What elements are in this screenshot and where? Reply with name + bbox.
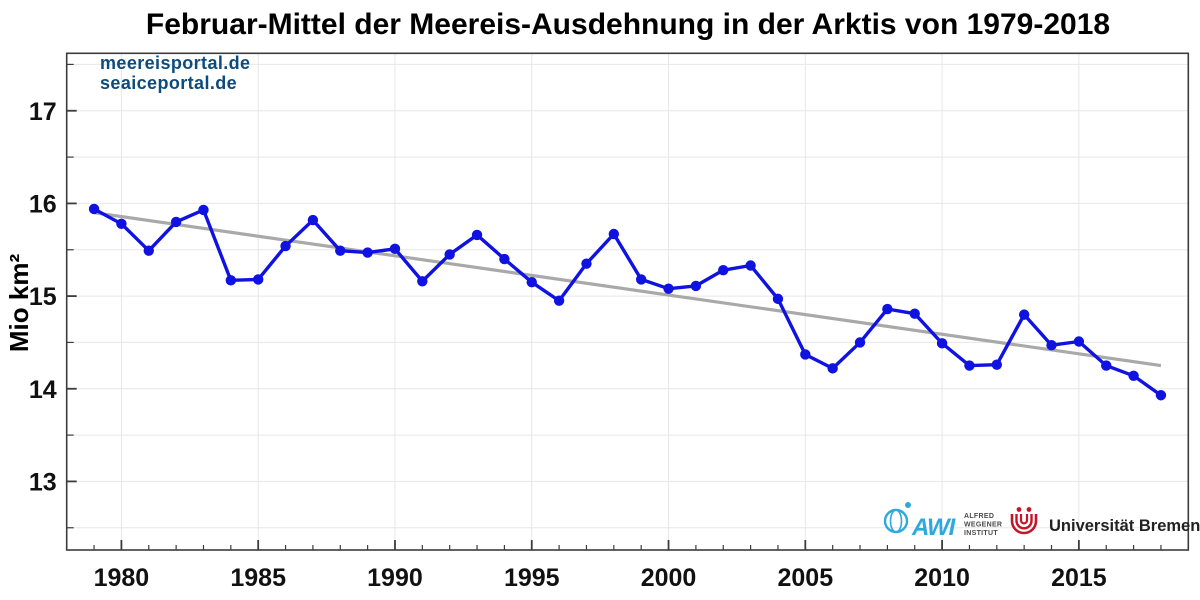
data-point (170, 216, 182, 228)
data-point (936, 338, 948, 349)
awi-wordmark: AWI (911, 514, 957, 541)
data-point (635, 274, 647, 285)
x-tick-label: 1980 (94, 564, 150, 592)
data-point (854, 337, 866, 348)
data-point (499, 253, 510, 265)
x-tick-label: 1985 (230, 564, 286, 592)
data-point (1155, 390, 1167, 401)
data-point (526, 276, 537, 288)
data-point (444, 249, 455, 260)
data-point (690, 280, 702, 292)
watermark-line-1: meereisportal.de (100, 53, 251, 73)
awi-name-line: WEGENER (964, 522, 1002, 529)
data-point (718, 264, 729, 276)
awi-name-line: INSTITUT (964, 530, 998, 537)
data-point (1046, 340, 1057, 351)
data-point (198, 204, 209, 216)
data-line (92, 207, 1163, 397)
trend-line (93, 211, 1162, 368)
awi-institute-name: ALFRED WEGENER INSTITUT (964, 513, 1002, 537)
data-point (143, 245, 154, 256)
data-point (964, 360, 975, 371)
x-tick-label: 2005 (778, 564, 834, 592)
awi-globe-icon (883, 502, 911, 534)
x-tick-label: 2010 (914, 564, 970, 592)
y-tick-label: 15 (29, 283, 57, 311)
data-point (1128, 370, 1139, 381)
awi-logo: AWI ALFRED WEGENER INSTITUT (883, 502, 1002, 541)
data-point (88, 203, 100, 215)
data-point (307, 214, 319, 226)
data-point (389, 243, 401, 255)
x-tick-label: 1995 (504, 564, 560, 592)
data-point (225, 275, 237, 286)
plot-frame (65, 52, 1190, 551)
data-point (991, 359, 1003, 370)
uni-bremen-label: Universität Bremen (1049, 517, 1200, 535)
data-point (471, 229, 483, 241)
data-point (116, 218, 127, 230)
x-tick-label: 2015 (1051, 564, 1107, 592)
data-point (280, 240, 291, 252)
data-point (1018, 309, 1030, 320)
x-tick-label: 1990 (367, 564, 423, 592)
data-point (553, 295, 565, 306)
data-point (745, 260, 756, 271)
x-tick-label: 2000 (641, 564, 697, 592)
y-tick-label: 13 (29, 468, 57, 496)
y-axis-label: Mio km² (4, 253, 34, 353)
y-tick-label: 17 (29, 98, 57, 126)
data-point (581, 258, 592, 269)
data-point (772, 293, 784, 305)
awi-name-line: ALFRED (964, 513, 994, 520)
y-tick-label: 14 (29, 376, 57, 404)
watermark-line-2: seaiceportal.de (100, 73, 238, 93)
data-point (800, 349, 811, 360)
data-point (252, 274, 264, 285)
data-point (1101, 360, 1112, 371)
uni-bremen-emblem-icon (1010, 507, 1038, 535)
data-point (335, 245, 346, 256)
chart-title: Februar-Mittel der Meereis-Ausdehnung in… (145, 8, 1111, 41)
data-point (417, 276, 428, 287)
data-point (1073, 336, 1085, 347)
data-point (362, 247, 373, 258)
watermark: meereisportal.de seaiceportal.de (100, 53, 250, 93)
y-tick-label: 16 (29, 190, 57, 218)
data-point (827, 363, 838, 374)
uni-bremen-logo: Universität Bremen (1010, 507, 1200, 535)
data-point (909, 308, 920, 319)
data-point (882, 303, 893, 315)
data-point (608, 228, 620, 240)
data-point (663, 283, 674, 294)
